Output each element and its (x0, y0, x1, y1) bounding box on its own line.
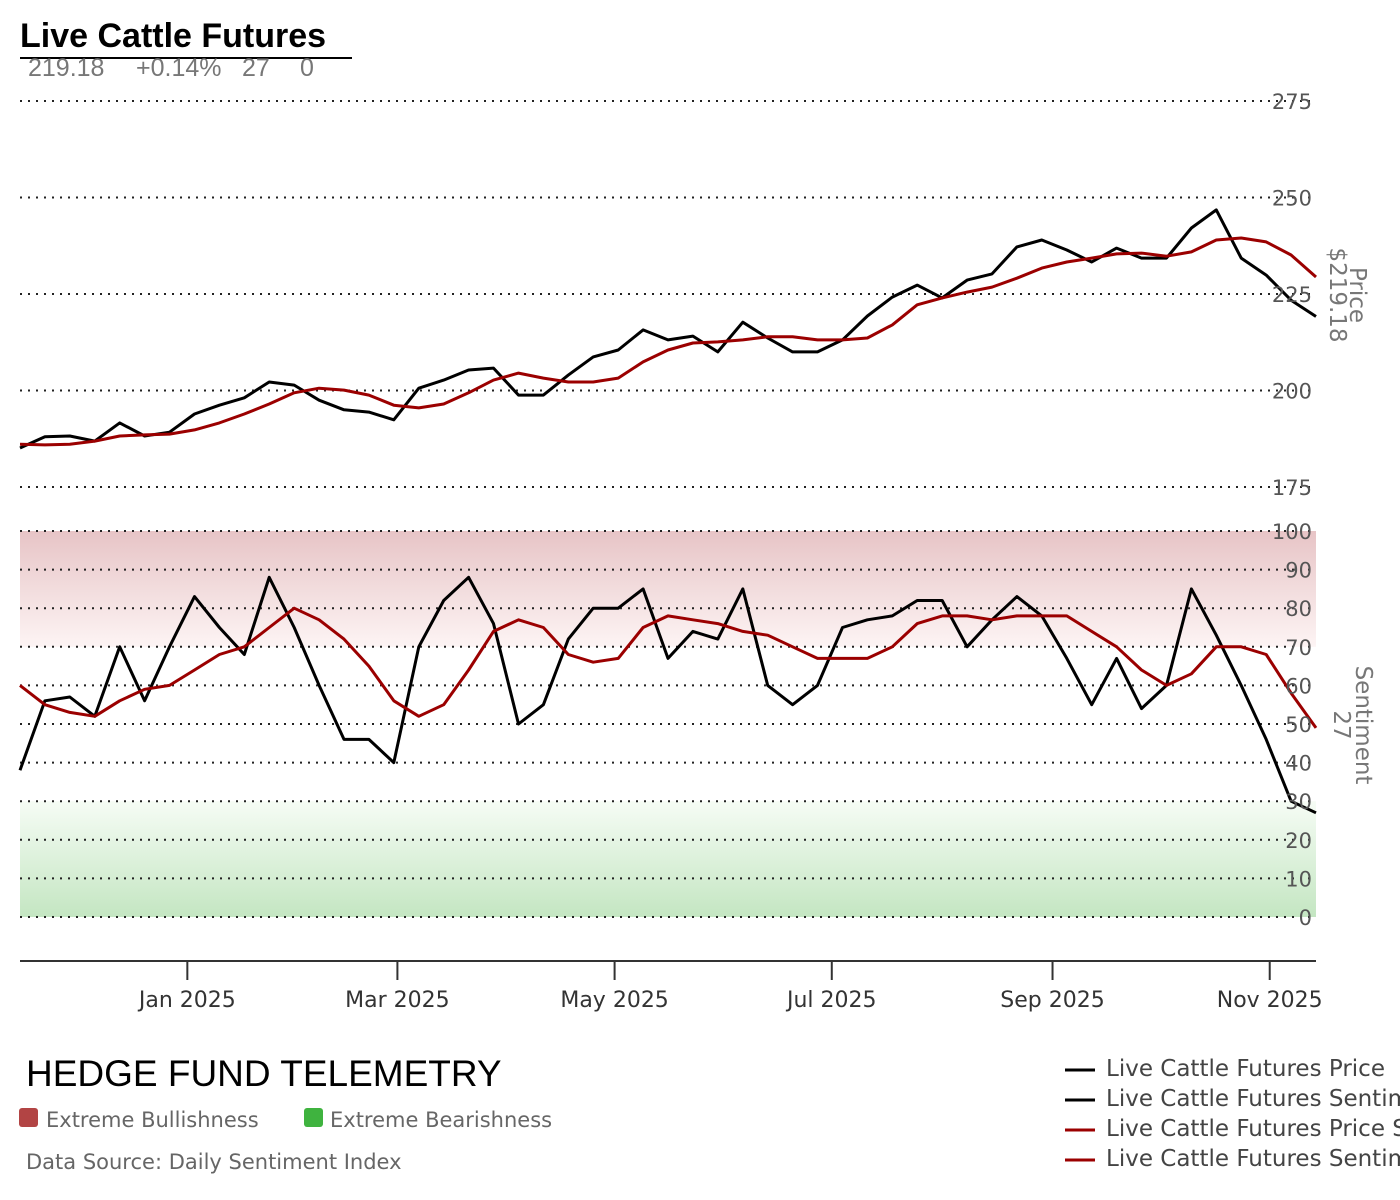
sentiment-tick-label: 40 (1285, 752, 1312, 776)
sentiment-line (18, 575, 1317, 815)
chart-title: Live Cattle Futures (20, 17, 326, 55)
gridlines (20, 100, 1316, 918)
sentiment-tick-label: 100 (1272, 520, 1312, 544)
x-tick-label: Nov 2025 (1217, 988, 1323, 1013)
bullish-legend-label: Extreme Bullishness (46, 1108, 259, 1132)
sentiment-tick-label: 80 (1285, 597, 1312, 621)
x-tick-label: Jan 2025 (137, 988, 236, 1013)
price-line (19, 208, 1317, 450)
price-axis-title: Price (1344, 267, 1370, 323)
legend-item-sentiment-sma[interactable]: Live Cattle Futures Sentim (1106, 1146, 1400, 1172)
sentiment-tick-label: 90 (1285, 559, 1312, 583)
x-tick-label: Jul 2025 (785, 988, 877, 1013)
sentiment-tick-label: 50 (1285, 713, 1312, 737)
x-tick-label: May 2025 (560, 988, 668, 1013)
x-tick-label: Sep 2025 (1000, 988, 1104, 1013)
sentiment-axis-value: 27 (1328, 710, 1354, 739)
extreme-bearishness-band (20, 801, 1316, 917)
price-tick-label: 275 (1272, 90, 1312, 114)
sentiment-tick-label: 0 (1299, 906, 1312, 930)
price-tick-label: 250 (1272, 187, 1312, 211)
sentiment-tick-label: 10 (1285, 867, 1312, 891)
stat-other: 0 (300, 54, 314, 82)
legend-item-price-sma[interactable]: Live Cattle Futures Price S (1106, 1116, 1400, 1142)
price-axis-value: $219.18 (1324, 247, 1350, 342)
x-axis-ticks: Jan 2025 Mar 2025 May 2025 Jul 2025 Sep 2025… (137, 961, 1323, 1013)
bullish-swatch (19, 1108, 38, 1127)
series-legend: Live Cattle Futures Price Live Cattle Fu… (1065, 1056, 1400, 1172)
sentiment-axis-title: Sentiment (1350, 666, 1376, 785)
price-tick-label: 225 (1272, 283, 1312, 307)
stat-price: 219.18 (28, 54, 104, 82)
stat-change: +0.14% (136, 54, 222, 82)
price-sma-line (19, 236, 1317, 447)
stat-sentiment: 27 (242, 54, 270, 82)
price-tick-label: 200 (1272, 380, 1312, 404)
legend-item-price[interactable]: Live Cattle Futures Price (1106, 1056, 1385, 1082)
brand-name: HEDGE FUND TELEMETRY (26, 1053, 502, 1094)
legend-item-sentiment[interactable]: Live Cattle Futures Sentim (1106, 1086, 1400, 1112)
sentiment-tick-label: 30 (1285, 790, 1312, 814)
sentiment-tick-label: 20 (1285, 829, 1312, 853)
extreme-bullishness-band (20, 531, 1316, 647)
data-source: Data Source: Daily Sentiment Index (26, 1150, 402, 1174)
sentiment-tick-label: 60 (1285, 674, 1312, 698)
x-tick-label: Mar 2025 (345, 988, 450, 1013)
price-tick-label: 175 (1272, 476, 1312, 500)
bearish-legend-label: Extreme Bearishness (330, 1108, 552, 1132)
sentiment-sma-line (19, 606, 1318, 729)
bearish-swatch (304, 1108, 323, 1127)
sentiment-tick-label: 70 (1285, 636, 1312, 660)
series-lines (18, 208, 1318, 815)
